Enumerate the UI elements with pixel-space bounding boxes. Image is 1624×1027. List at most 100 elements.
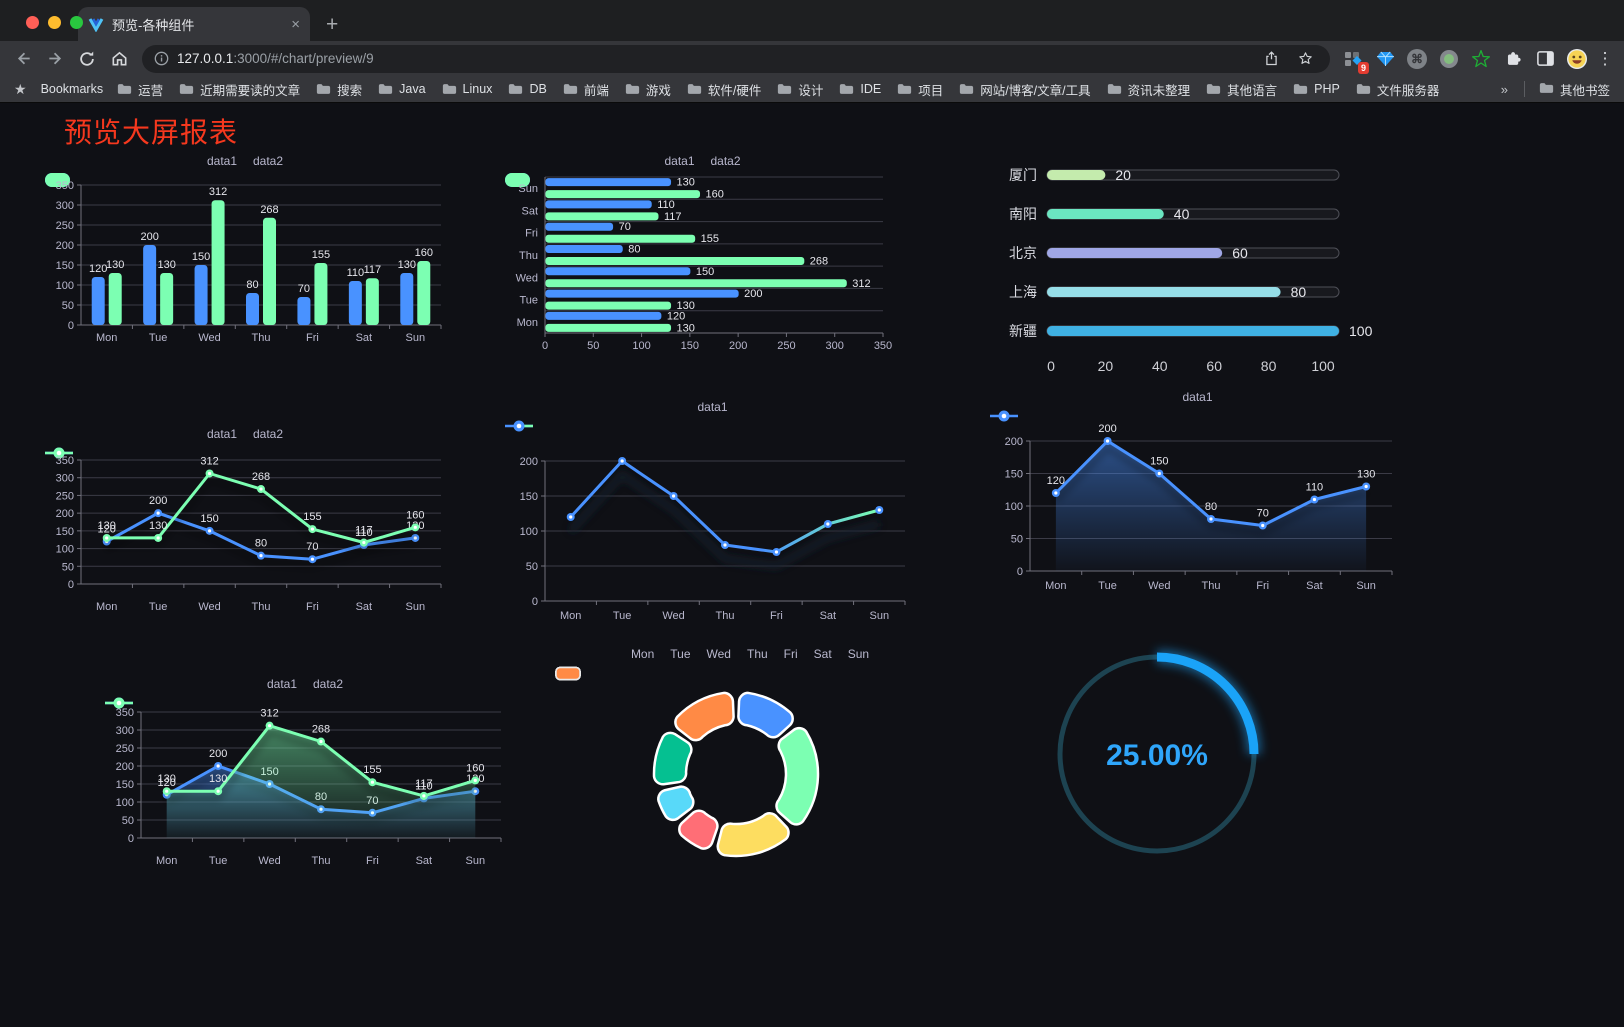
bookmarks-overflow-button[interactable]: » — [1500, 81, 1508, 97]
svg-text:80: 80 — [1261, 358, 1277, 374]
extension-green-star[interactable] — [1468, 46, 1494, 72]
legend: data1 data2 — [45, 426, 445, 459]
extension-gem[interactable] — [1372, 46, 1398, 72]
bookmark-page-button[interactable] — [1292, 46, 1318, 72]
svg-text:130: 130 — [677, 300, 695, 312]
svg-text:117: 117 — [355, 525, 373, 537]
svg-text:268: 268 — [810, 256, 828, 268]
reload-button[interactable] — [74, 46, 100, 72]
extensions-menu-button[interactable] — [1500, 46, 1526, 72]
other-bookmarks-button[interactable]: 其他书签 — [1539, 80, 1610, 99]
legend: data1 — [990, 389, 1405, 422]
bookmark-folder[interactable]: 文件服务器 — [1356, 80, 1439, 99]
site-info-icon[interactable] — [154, 51, 169, 66]
bookmarks-bar: ★ Bookmarks 运营 近期需要读的文章 搜索 Java Linux DB 前端 游戏软… — [0, 76, 1624, 103]
close-window-button[interactable] — [26, 16, 39, 29]
gem-icon — [1376, 51, 1394, 66]
zoom-window-button[interactable] — [70, 16, 83, 29]
bookmarks-star-icon: ★ — [14, 80, 27, 97]
bookmark-folder[interactable]: 资讯未整理 — [1107, 80, 1190, 99]
svg-text:70: 70 — [306, 541, 318, 553]
svg-text:312: 312 — [209, 186, 227, 198]
bookmark-folder[interactable]: 游戏 — [625, 80, 671, 99]
svg-text:Tue: Tue — [613, 610, 632, 622]
forward-button[interactable] — [42, 46, 68, 72]
legend-item-Fri[interactable]: Fri — [555, 647, 798, 681]
bookmark-folder[interactable]: 近期需要读的文章 — [179, 80, 300, 99]
legend-item-data1[interactable]: data1 — [45, 154, 237, 187]
legend-item-data2[interactable]: data2 — [505, 154, 741, 187]
bookmark-folder[interactable]: 项目 — [897, 80, 943, 99]
svg-text:120: 120 — [158, 777, 176, 789]
svg-text:300: 300 — [56, 473, 74, 485]
legend-item-Sun[interactable]: Sun — [555, 647, 869, 681]
bookmark-folder[interactable]: PHP — [1293, 80, 1340, 99]
legend-item-data1[interactable]: data1 — [45, 427, 237, 459]
swatch-icon — [555, 666, 581, 681]
swatch-icon — [505, 173, 530, 187]
svg-text:200: 200 — [56, 240, 74, 252]
bookmark-folder[interactable]: IDE — [839, 80, 881, 99]
legend-item-data2[interactable]: data2 — [105, 677, 343, 709]
line-marker-icon — [105, 697, 133, 709]
svg-text:130: 130 — [677, 322, 695, 334]
svg-text:Mon: Mon — [156, 855, 177, 867]
minimize-window-button[interactable] — [48, 16, 61, 29]
svg-text:250: 250 — [56, 220, 74, 232]
extension-recorder[interactable] — [1436, 46, 1462, 72]
bookmark-folder[interactable]: 软件/硬件 — [687, 80, 761, 99]
bookmark-folder[interactable]: 搜索 — [316, 80, 362, 99]
bookmark-folder[interactable]: 其他语言 — [1206, 80, 1277, 99]
profile-avatar[interactable] — [1564, 46, 1590, 72]
bookmarks-label[interactable]: Bookmarks — [40, 82, 104, 96]
legend-item-data1[interactable]: data1 — [990, 390, 1213, 422]
bookmark-folder[interactable]: 设计 — [777, 80, 823, 99]
svg-text:150: 150 — [116, 779, 134, 791]
bookmark-folder[interactable]: Linux — [442, 80, 492, 99]
bookmark-folder[interactable]: 运营 — [117, 80, 163, 99]
page-content: 预览大屏报表 data1 data2 0 50 100 150 200 250 300 350 Mo… — [0, 103, 1624, 1027]
tab-close-icon[interactable]: × — [291, 15, 300, 33]
browser-menu-button[interactable]: ⋮ — [1596, 48, 1614, 68]
extension-tabs-manager[interactable]: 9 — [1340, 46, 1369, 74]
legend-item-Tue[interactable]: Tue — [555, 647, 691, 681]
svg-text:100: 100 — [1311, 358, 1335, 374]
legend-item-Thu[interactable]: Thu — [555, 647, 768, 681]
bookmark-folder[interactable]: 网站/博客/文章/工具 — [959, 80, 1091, 99]
legend-item-data1[interactable]: data1 — [505, 154, 695, 187]
address-bar[interactable]: 127.0.0.1:3000/#/chart/preview/9 — [142, 44, 1330, 73]
legend-item-data2[interactable]: data2 — [45, 427, 283, 459]
browser-tab[interactable]: 预览-各种组件 × — [78, 7, 310, 41]
legend-item-Sat[interactable]: Sat — [555, 647, 832, 681]
emoji-avatar-icon — [1567, 48, 1587, 69]
svg-text:200: 200 — [520, 456, 538, 468]
bookmark-folder[interactable]: 前端 — [563, 80, 609, 99]
svg-text:Sat: Sat — [820, 610, 837, 622]
legend-item-data1[interactable]: data1 — [505, 400, 728, 432]
svg-text:160: 160 — [706, 189, 724, 201]
svg-text:Thu: Thu — [312, 855, 331, 867]
bookmark-folder[interactable]: Java — [378, 80, 426, 99]
bookmark-folder[interactable]: DB — [508, 80, 547, 99]
legend-item-Mon[interactable]: Mon — [555, 647, 654, 681]
svg-text:0: 0 — [68, 579, 74, 591]
legend-item-Wed[interactable]: Wed — [555, 647, 731, 681]
svg-text:110: 110 — [355, 527, 373, 539]
new-tab-button[interactable]: + — [326, 13, 339, 36]
svg-text:120: 120 — [89, 263, 107, 275]
share-button[interactable] — [1258, 46, 1284, 72]
svg-text:Fri: Fri — [306, 601, 319, 613]
extension-command[interactable]: ⌘ — [1404, 46, 1430, 72]
side-panel-button[interactable] — [1532, 46, 1558, 72]
svg-text:Tue: Tue — [209, 855, 228, 867]
legend-item-data2[interactable]: data2 — [45, 154, 283, 187]
svg-text:Fri: Fri — [306, 332, 319, 344]
chart-canvas: 25.00% — [1057, 650, 1261, 854]
legend-item-data1[interactable]: data1 — [105, 677, 297, 709]
folder-icon — [563, 84, 577, 94]
back-button[interactable] — [10, 46, 36, 72]
svg-text:80: 80 — [255, 538, 267, 550]
svg-text:150: 150 — [56, 260, 74, 272]
dual-area-line-chart: data1 data2 0 50 100 150 200 250 300 350 Mon Tue Wed… — [105, 676, 505, 890]
home-button[interactable] — [106, 46, 132, 72]
